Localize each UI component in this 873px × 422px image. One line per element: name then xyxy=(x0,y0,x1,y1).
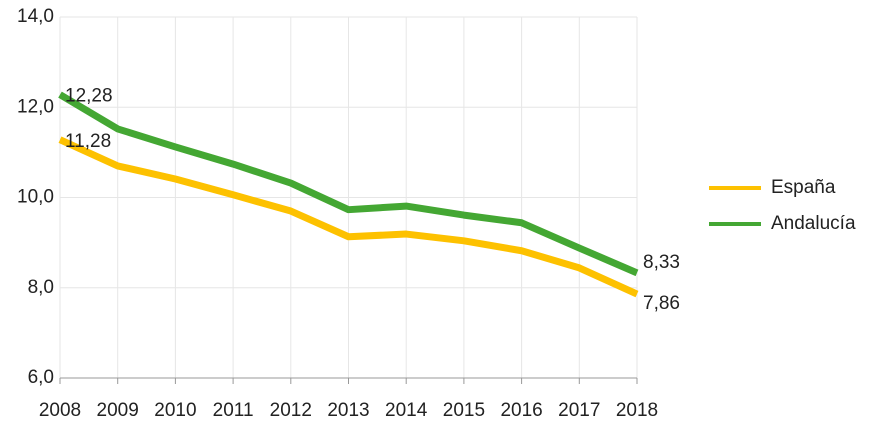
data-label: 11,28 xyxy=(65,131,111,152)
x-tick-label: 2011 xyxy=(213,400,254,421)
x-tick-label: 2015 xyxy=(443,400,485,421)
legend-label: Andalucía xyxy=(771,213,856,234)
x-tick-label: 2016 xyxy=(500,400,542,421)
y-tick-label: 10,0 xyxy=(17,187,54,208)
x-tick-label: 2010 xyxy=(154,400,196,421)
x-tick-label: 2017 xyxy=(558,400,600,421)
y-tick-label: 8,0 xyxy=(28,277,54,298)
x-tick-label: 2018 xyxy=(616,400,658,421)
data-label: 12,28 xyxy=(65,86,113,107)
x-tick-label: 2014 xyxy=(385,400,428,421)
y-tick-label: 6,0 xyxy=(28,367,54,388)
series-line xyxy=(58,91,639,277)
y-tick-label: 12,0 xyxy=(17,96,54,117)
series-line xyxy=(58,136,639,298)
y-tick-label: 14,0 xyxy=(17,6,54,27)
data-label: 8,33 xyxy=(643,252,680,273)
data-label: 7,86 xyxy=(643,293,680,314)
x-tick-label: 2008 xyxy=(39,400,81,421)
x-tick-label: 2013 xyxy=(327,400,369,421)
legend-label: España xyxy=(771,177,836,198)
x-tick-label: 2009 xyxy=(97,400,139,421)
x-tick-label: 2012 xyxy=(270,400,312,421)
